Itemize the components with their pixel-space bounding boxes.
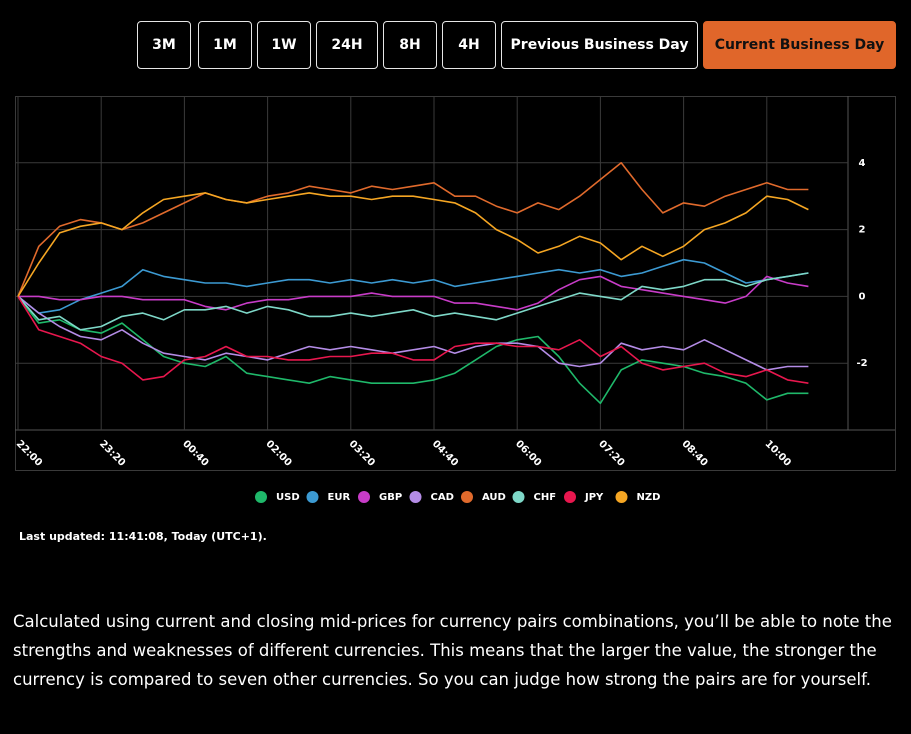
x-tick-label: 03:20 [347, 438, 377, 468]
range-button[interactable]: Current Business Day [703, 21, 896, 69]
legend-item[interactable]: CAD [409, 491, 454, 503]
legend-swatch [461, 491, 473, 503]
series-line [17, 192, 809, 297]
legend-label: USD [276, 492, 300, 503]
legend-item[interactable]: CHF [512, 491, 557, 503]
legend-label: NZD [637, 492, 661, 503]
x-tick-label: 07:20 [596, 438, 626, 468]
range-button[interactable]: 4H [442, 21, 496, 69]
legend-label: GBP [379, 492, 402, 503]
series-line [17, 258, 809, 314]
range-button[interactable]: 3M [137, 21, 191, 69]
y-tick-label: 2 [859, 225, 866, 236]
x-tick-label: 23:20 [97, 438, 127, 468]
series-line [17, 272, 809, 331]
legend-label: EUR [328, 492, 351, 503]
y-tick-label: 4 [859, 158, 866, 169]
series-line [17, 295, 809, 405]
series-line [17, 162, 809, 297]
legend-swatch [409, 491, 422, 503]
legend-swatch [615, 491, 628, 503]
series-line [17, 295, 809, 371]
range-button[interactable]: 1W [257, 21, 311, 69]
legend-item[interactable]: USD [255, 491, 300, 503]
description: Calculated using current and closing mid… [13, 612, 892, 689]
x-tick-label: 00:40 [180, 438, 210, 468]
range-button[interactable]: Previous Business Day [501, 21, 698, 69]
legend-label: AUD [482, 492, 506, 503]
legend-item[interactable]: JPY [564, 491, 604, 503]
range-button[interactable]: 8H [383, 21, 437, 69]
legend-swatch [306, 491, 319, 503]
chart: -2 0 2 4 22:00 23:20 00:40 02:00 03:20 04:40 06:00… [14, 96, 896, 503]
x-tick-label: 04:40 [430, 438, 460, 468]
series-line [18, 275, 809, 311]
x-tick-label: 08:40 [679, 438, 709, 468]
series-line [17, 295, 809, 384]
legend-item[interactable]: NZD [615, 491, 661, 503]
legend-label: CAD [431, 492, 454, 503]
range-button[interactable]: 1M [198, 21, 252, 69]
y-tick-label: -2 [856, 358, 867, 369]
legend-label: CHF [534, 492, 557, 503]
y-tick-label: 0 [859, 291, 866, 302]
legend-swatch [512, 491, 525, 503]
x-tick-label: 02:00 [263, 438, 293, 468]
legend-swatch [564, 491, 576, 503]
x-tick-label: 22:00 [14, 438, 44, 468]
legend-item[interactable]: EUR [306, 491, 351, 503]
last-updated: Last updated: 11:41:08, Today (UTC+1). [19, 530, 267, 543]
legend-swatch [255, 491, 267, 503]
legend-label: JPY [584, 492, 604, 503]
range-button[interactable]: 24H [316, 21, 378, 69]
x-tick-label: 10:00 [763, 438, 793, 468]
chart-frame [15, 96, 896, 471]
legend-item[interactable]: GBP [358, 491, 402, 503]
legend-swatch [358, 491, 370, 503]
legend-item[interactable]: AUD [461, 491, 506, 503]
x-tick-label: 06:00 [513, 438, 543, 468]
